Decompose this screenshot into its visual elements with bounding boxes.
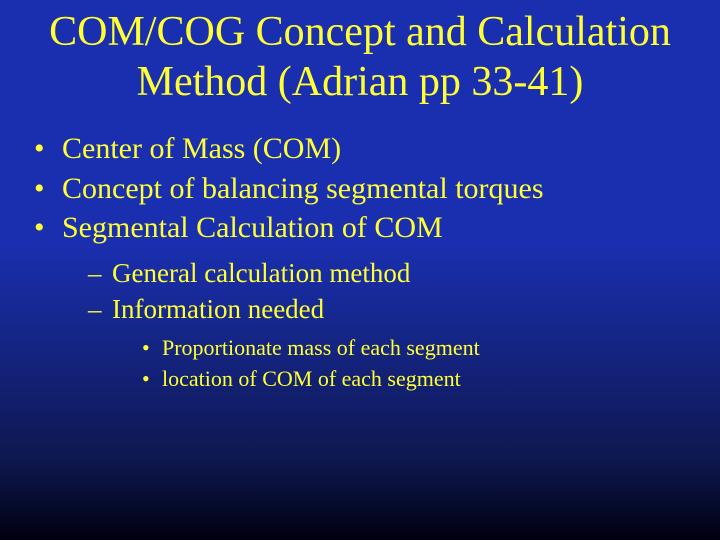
list-item: Information needed Proportionate mass of… — [88, 292, 700, 395]
list-item: location of COM of each segment — [142, 364, 700, 395]
list-item: Proportionate mass of each segment — [142, 333, 700, 364]
bullet-text: location of COM of each segment — [162, 366, 461, 391]
list-item: Concept of balancing segmental torques — [34, 169, 700, 209]
list-item: Segmental Calculation of COM General cal… — [34, 208, 700, 394]
bullet-text: Center of Mass (COM) — [62, 132, 341, 165]
bullet-text: General calculation method — [112, 258, 410, 288]
bullet-text: Proportionate mass of each segment — [162, 335, 480, 360]
bullet-text: Concept of balancing segmental torques — [62, 172, 544, 205]
list-item: General calculation method — [88, 256, 700, 292]
slide-title: COM/COG Concept and Calculation Method (… — [20, 8, 700, 107]
bullet-list-level-1: Center of Mass (COM) Concept of balancin… — [34, 129, 700, 395]
bullet-text: Information needed — [112, 294, 324, 324]
bullet-text: Segmental Calculation of COM — [62, 211, 443, 244]
bullet-list-level-2: General calculation method Information n… — [88, 256, 700, 395]
bullet-list-level-3: Proportionate mass of each segment locat… — [142, 333, 700, 395]
slide: COM/COG Concept and Calculation Method (… — [0, 0, 720, 540]
list-item: Center of Mass (COM) — [34, 129, 700, 169]
